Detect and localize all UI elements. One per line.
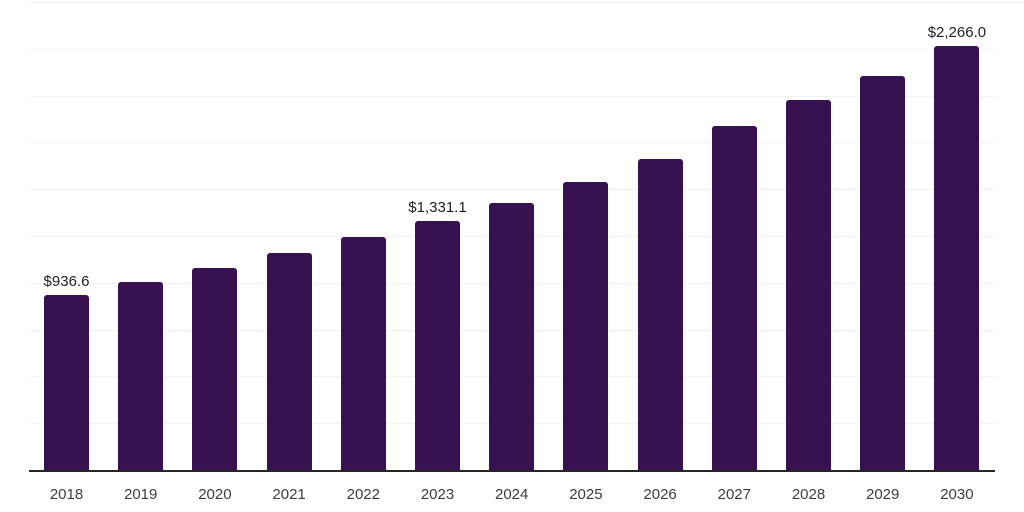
bar-2020[interactable] [192, 268, 238, 470]
bar-2021[interactable] [266, 253, 312, 470]
bar-2028[interactable] [786, 100, 831, 470]
gridline-1750 [30, 142, 995, 144]
bar-2019[interactable] [118, 282, 164, 470]
x-tick-2028: 2028 [791, 486, 826, 503]
bar-2025[interactable] [563, 181, 609, 470]
x-tick-2020: 2020 [198, 486, 232, 503]
x-tick-2019: 2019 [124, 486, 158, 503]
bar-2023[interactable] [415, 220, 460, 470]
data-label-2030: $2,266.0 [927, 23, 987, 41]
x-tick-2022: 2022 [346, 486, 380, 503]
x-tick-2029: 2029 [866, 486, 900, 503]
x-tick-2023: 2023 [420, 486, 455, 503]
bar-2027[interactable] [711, 125, 757, 470]
x-axis-line [29, 470, 995, 472]
bar-2026[interactable] [637, 159, 683, 470]
gridline-2250 [30, 48, 995, 50]
bar-2022[interactable] [340, 237, 386, 470]
data-label-2018: $936.6 [43, 272, 90, 290]
x-tick-2021: 2021 [272, 486, 306, 503]
gridline-2500 [30, 2, 1024, 3]
bar-2018[interactable] [44, 294, 89, 470]
bar-2030[interactable] [934, 45, 980, 470]
bar-2024[interactable] [489, 203, 535, 470]
x-tick-2027: 2027 [717, 486, 751, 503]
x-tick-2024: 2024 [495, 486, 529, 503]
data-label-2023: $1,331.1 [408, 198, 467, 216]
bar-2029[interactable] [860, 75, 906, 470]
x-tick-2026: 2026 [643, 486, 677, 503]
x-tick-2018: 2018 [49, 486, 84, 503]
x-tick-2030: 2030 [940, 486, 974, 503]
gridline-2000 [30, 95, 995, 97]
x-tick-2025: 2025 [569, 486, 603, 503]
gridline-1500 [30, 189, 995, 191]
